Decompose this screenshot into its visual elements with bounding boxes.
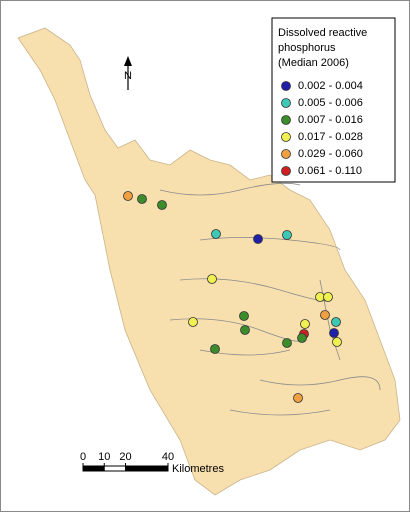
scale-bar-segment [125, 466, 168, 471]
legend-label: 0.005 - 0.006 [298, 97, 363, 109]
north-label: N [124, 70, 132, 82]
site [137, 194, 147, 204]
legend-swatch [281, 98, 291, 108]
legend-box [271, 17, 396, 183]
legend-label: 0.029 - 0.060 [298, 148, 363, 160]
legend-title: (Median 2006) [278, 57, 349, 69]
scale-tick-label: 0 [80, 451, 86, 463]
site [323, 292, 333, 302]
legend-label: 0.002 - 0.004 [298, 80, 363, 92]
land [17, 27, 401, 496]
legend: Dissolved reactive phosphorus (Median 2006… [278, 27, 367, 177]
legend-swatch [281, 149, 291, 159]
site [210, 344, 220, 354]
legend-title: phosphorus [278, 42, 336, 54]
site [282, 338, 292, 348]
legend-label: 0.061 - 0.110 [298, 165, 362, 177]
sites [123, 191, 342, 403]
site [211, 229, 221, 239]
site [332, 337, 342, 347]
scale-tick-label: 20 [119, 451, 131, 463]
site [329, 328, 339, 338]
scale-bar-segment [83, 466, 105, 471]
north-arrow: N [124, 56, 132, 90]
site [123, 191, 133, 201]
site [331, 317, 341, 327]
site [293, 393, 303, 403]
site [157, 200, 167, 210]
site [282, 230, 292, 240]
site [297, 333, 307, 343]
legend-label: 0.007 - 0.016 [298, 114, 363, 126]
scale-unit: Kilometres [172, 463, 224, 475]
scale-tick-label: 10 [98, 451, 110, 463]
legend-swatch [281, 132, 291, 142]
site [207, 274, 217, 284]
legend-swatch [281, 166, 291, 176]
site [253, 234, 263, 244]
legend-swatch [281, 81, 291, 91]
site [239, 311, 249, 321]
scale-tick-label: 40 [162, 451, 174, 463]
legend-title: Dissolved reactive [278, 27, 367, 39]
legend-label: 0.017 - 0.028 [298, 131, 363, 143]
site [320, 310, 330, 320]
site [240, 325, 250, 335]
legend-swatch [281, 115, 291, 125]
site [300, 319, 310, 329]
site [188, 317, 198, 327]
